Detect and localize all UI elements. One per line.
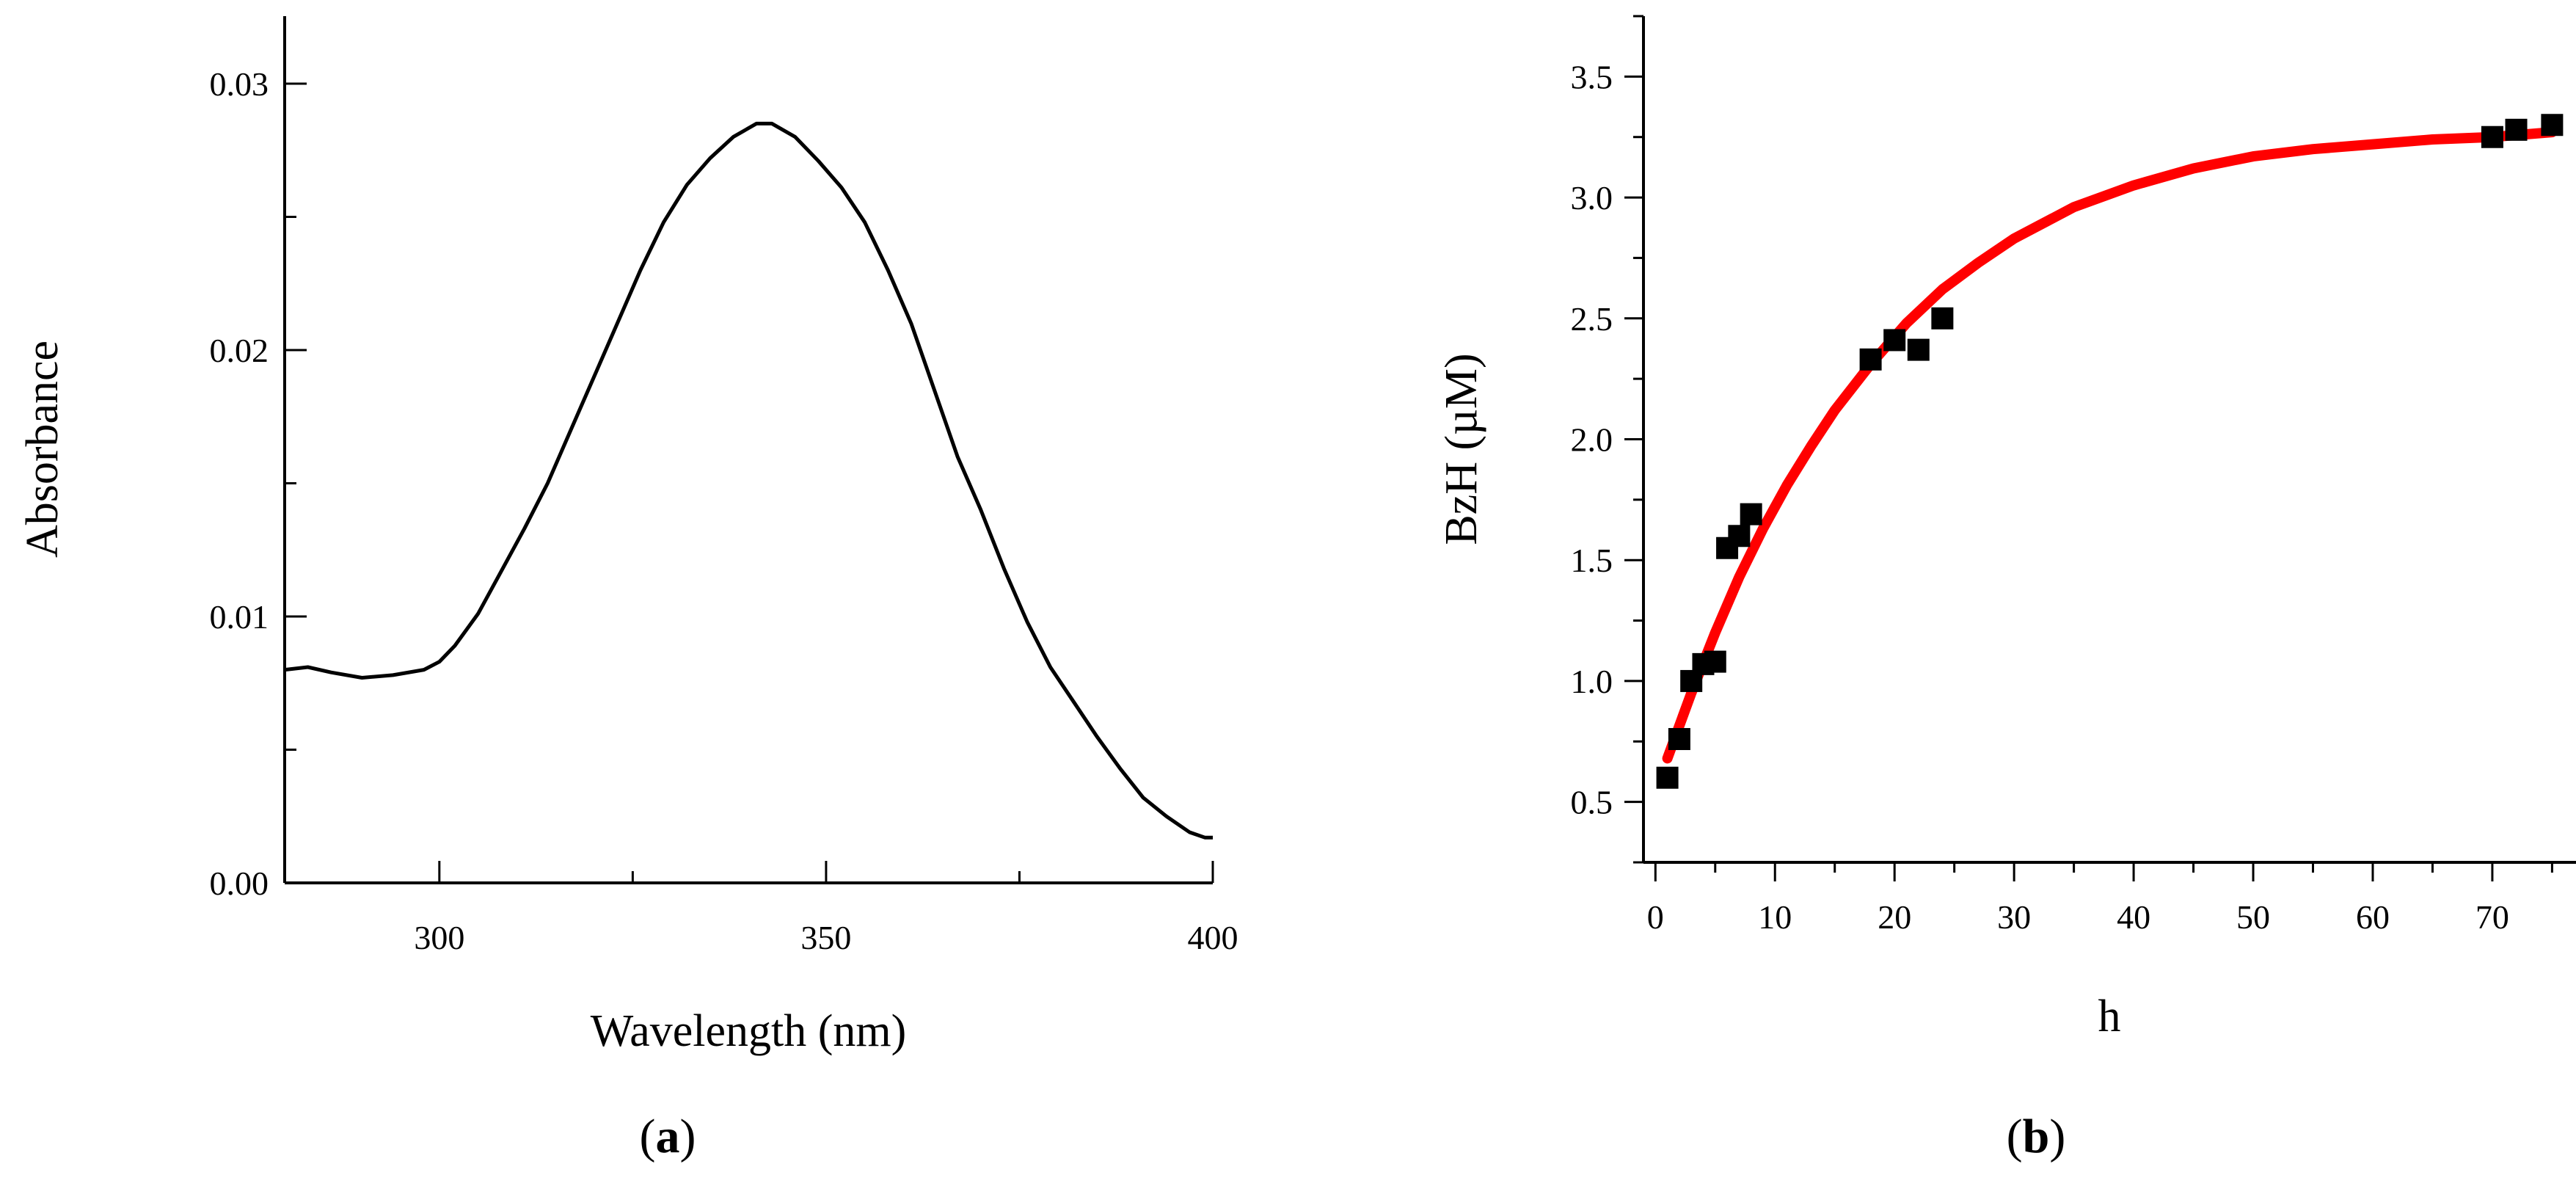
panel-label-a: (a)	[640, 1110, 696, 1163]
panel-b-data-point	[1656, 766, 1679, 789]
panel-a-series-line	[284, 121, 1213, 840]
panel-b-y-tick-label: 3.0	[1571, 179, 1613, 217]
panel-b-x-tick-label: 30	[1997, 898, 2031, 936]
panel-label-a-letter: a	[656, 1110, 680, 1163]
panel-b-chart: 0.5 1.0 1.5 2.0 2.5 3.0 3.5 0 10 20 30 40 50 60 70 h B…	[1437, 15, 2576, 1041]
panel-b-y-tick-label: 3.5	[1571, 58, 1613, 95]
panel-label-b: (b)	[2007, 1110, 2066, 1163]
panel-b-y-tick-label: 2.0	[1571, 421, 1613, 459]
panel-b-x-axis-title: h	[2098, 992, 2121, 1041]
panel-b-x-tick-label: 60	[2356, 898, 2390, 936]
panel-b-x-tick-label: 20	[1878, 898, 1911, 936]
panel-b-y-tick-label: 0.5	[1571, 784, 1613, 821]
panel-b-data-point	[1740, 503, 1762, 525]
panel-b-x-tick-label: 40	[2117, 898, 2150, 936]
panel-b-data-point	[2541, 114, 2564, 137]
panel-b-x-tick-label: 50	[2236, 898, 2270, 936]
panel-b-ticks	[1624, 15, 2553, 881]
panel-a-y-axis-title: Absorbance	[18, 341, 67, 558]
panel-b-data-points	[1656, 114, 2564, 789]
panel-a-y-tick-label: 0.02	[210, 332, 269, 369]
panel-b-data-point	[1704, 650, 1726, 673]
panel-b-x-tick-label: 10	[1758, 898, 1792, 936]
panel-a-tick-labels: 0.00 0.01 0.02 0.03 300 350 400	[210, 65, 1238, 956]
panel-a-y-tick-label: 0.01	[210, 598, 269, 636]
panel-a-x-tick-label: 300	[414, 919, 464, 956]
panel-b-data-point	[1859, 348, 1882, 371]
panel-a-x-axis-title: Wavelength (nm)	[591, 1006, 907, 1056]
panel-b-x-tick-label: 0	[1647, 898, 1664, 936]
panel-b-data-point	[1931, 307, 1954, 330]
panel-b-x-tick-label: 70	[2475, 898, 2509, 936]
panel-a-x-tick-label: 400	[1188, 919, 1238, 956]
panel-b-y-axis-title: BzH (µM)	[1437, 353, 1486, 545]
panel-b-y-tick-label: 1.5	[1571, 542, 1613, 579]
panel-b-data-point	[1883, 329, 1906, 352]
panel-b-data-point	[1668, 727, 1690, 750]
panel-b-data-point	[2481, 125, 2503, 148]
panel-b-fit-curve	[1662, 127, 2558, 764]
panel-b-y-tick-label: 2.5	[1571, 300, 1613, 338]
panel-a-y-tick-label: 0.03	[210, 65, 269, 103]
panel-label-b-letter: b	[2023, 1110, 2050, 1163]
panel-a-chart: 0.00 0.01 0.02 0.03 300 350 400 Wavelength (nm…	[18, 16, 1238, 1056]
panel-b-y-tick-label: 1.0	[1571, 663, 1613, 700]
panel-b-tick-labels: 0.5 1.0 1.5 2.0 2.5 3.0 3.5 0 10 20 30 40 50 60 70	[1571, 58, 2509, 936]
panel-a-x-tick-label: 350	[800, 919, 851, 956]
panel-b-data-point	[1907, 338, 1930, 361]
panel-a-ticks	[285, 82, 1214, 884]
panel-b-data-point	[1728, 525, 1751, 547]
panel-a-y-tick-label: 0.00	[210, 865, 269, 902]
panel-b-data-point	[2505, 118, 2528, 141]
